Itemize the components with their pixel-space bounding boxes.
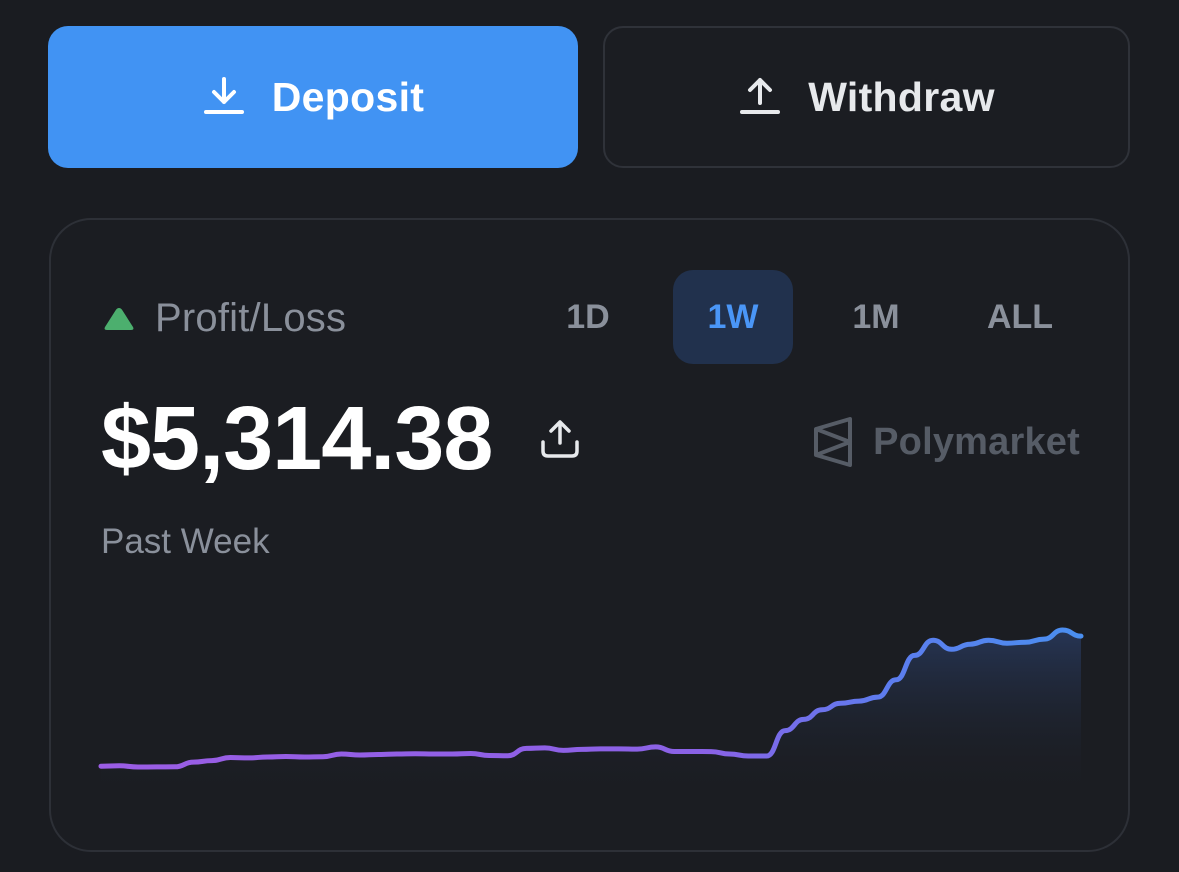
tab-1d[interactable]: 1D xyxy=(566,297,610,336)
chart-area-fill xyxy=(101,630,1081,800)
amount-row: $5,314.38 xyxy=(101,388,582,491)
upload-icon xyxy=(738,75,782,119)
time-range-tabs: 1D 1W 1M ALL xyxy=(51,270,1128,364)
deposit-button[interactable]: Deposit xyxy=(48,26,578,168)
tab-all[interactable]: ALL xyxy=(986,297,1054,336)
withdraw-button[interactable]: Withdraw xyxy=(603,26,1130,168)
share-icon[interactable] xyxy=(538,418,582,462)
triangle-up-icon xyxy=(104,307,134,330)
tab-1w[interactable]: 1W xyxy=(673,270,793,364)
pnl-amount: $5,314.38 xyxy=(101,389,493,489)
polymarket-brand: Polymarket xyxy=(811,416,1080,468)
polymarket-logo-icon xyxy=(814,417,853,467)
profit-loss-card: Profit/Loss 1D 1W 1M ALL $5,314.38 Polym… xyxy=(49,218,1130,852)
download-icon xyxy=(202,75,246,119)
pnl-chart xyxy=(98,627,1084,800)
profit-loss-label: Profit/Loss xyxy=(155,296,347,340)
chart-line xyxy=(98,627,1084,770)
withdraw-label: Withdraw xyxy=(808,73,995,120)
period-label: Past Week xyxy=(101,522,270,561)
profit-loss-header: Profit/Loss xyxy=(103,296,346,341)
brand-name: Polymarket xyxy=(873,420,1080,463)
tab-1m[interactable]: 1M xyxy=(852,297,900,336)
deposit-label: Deposit xyxy=(271,73,425,120)
